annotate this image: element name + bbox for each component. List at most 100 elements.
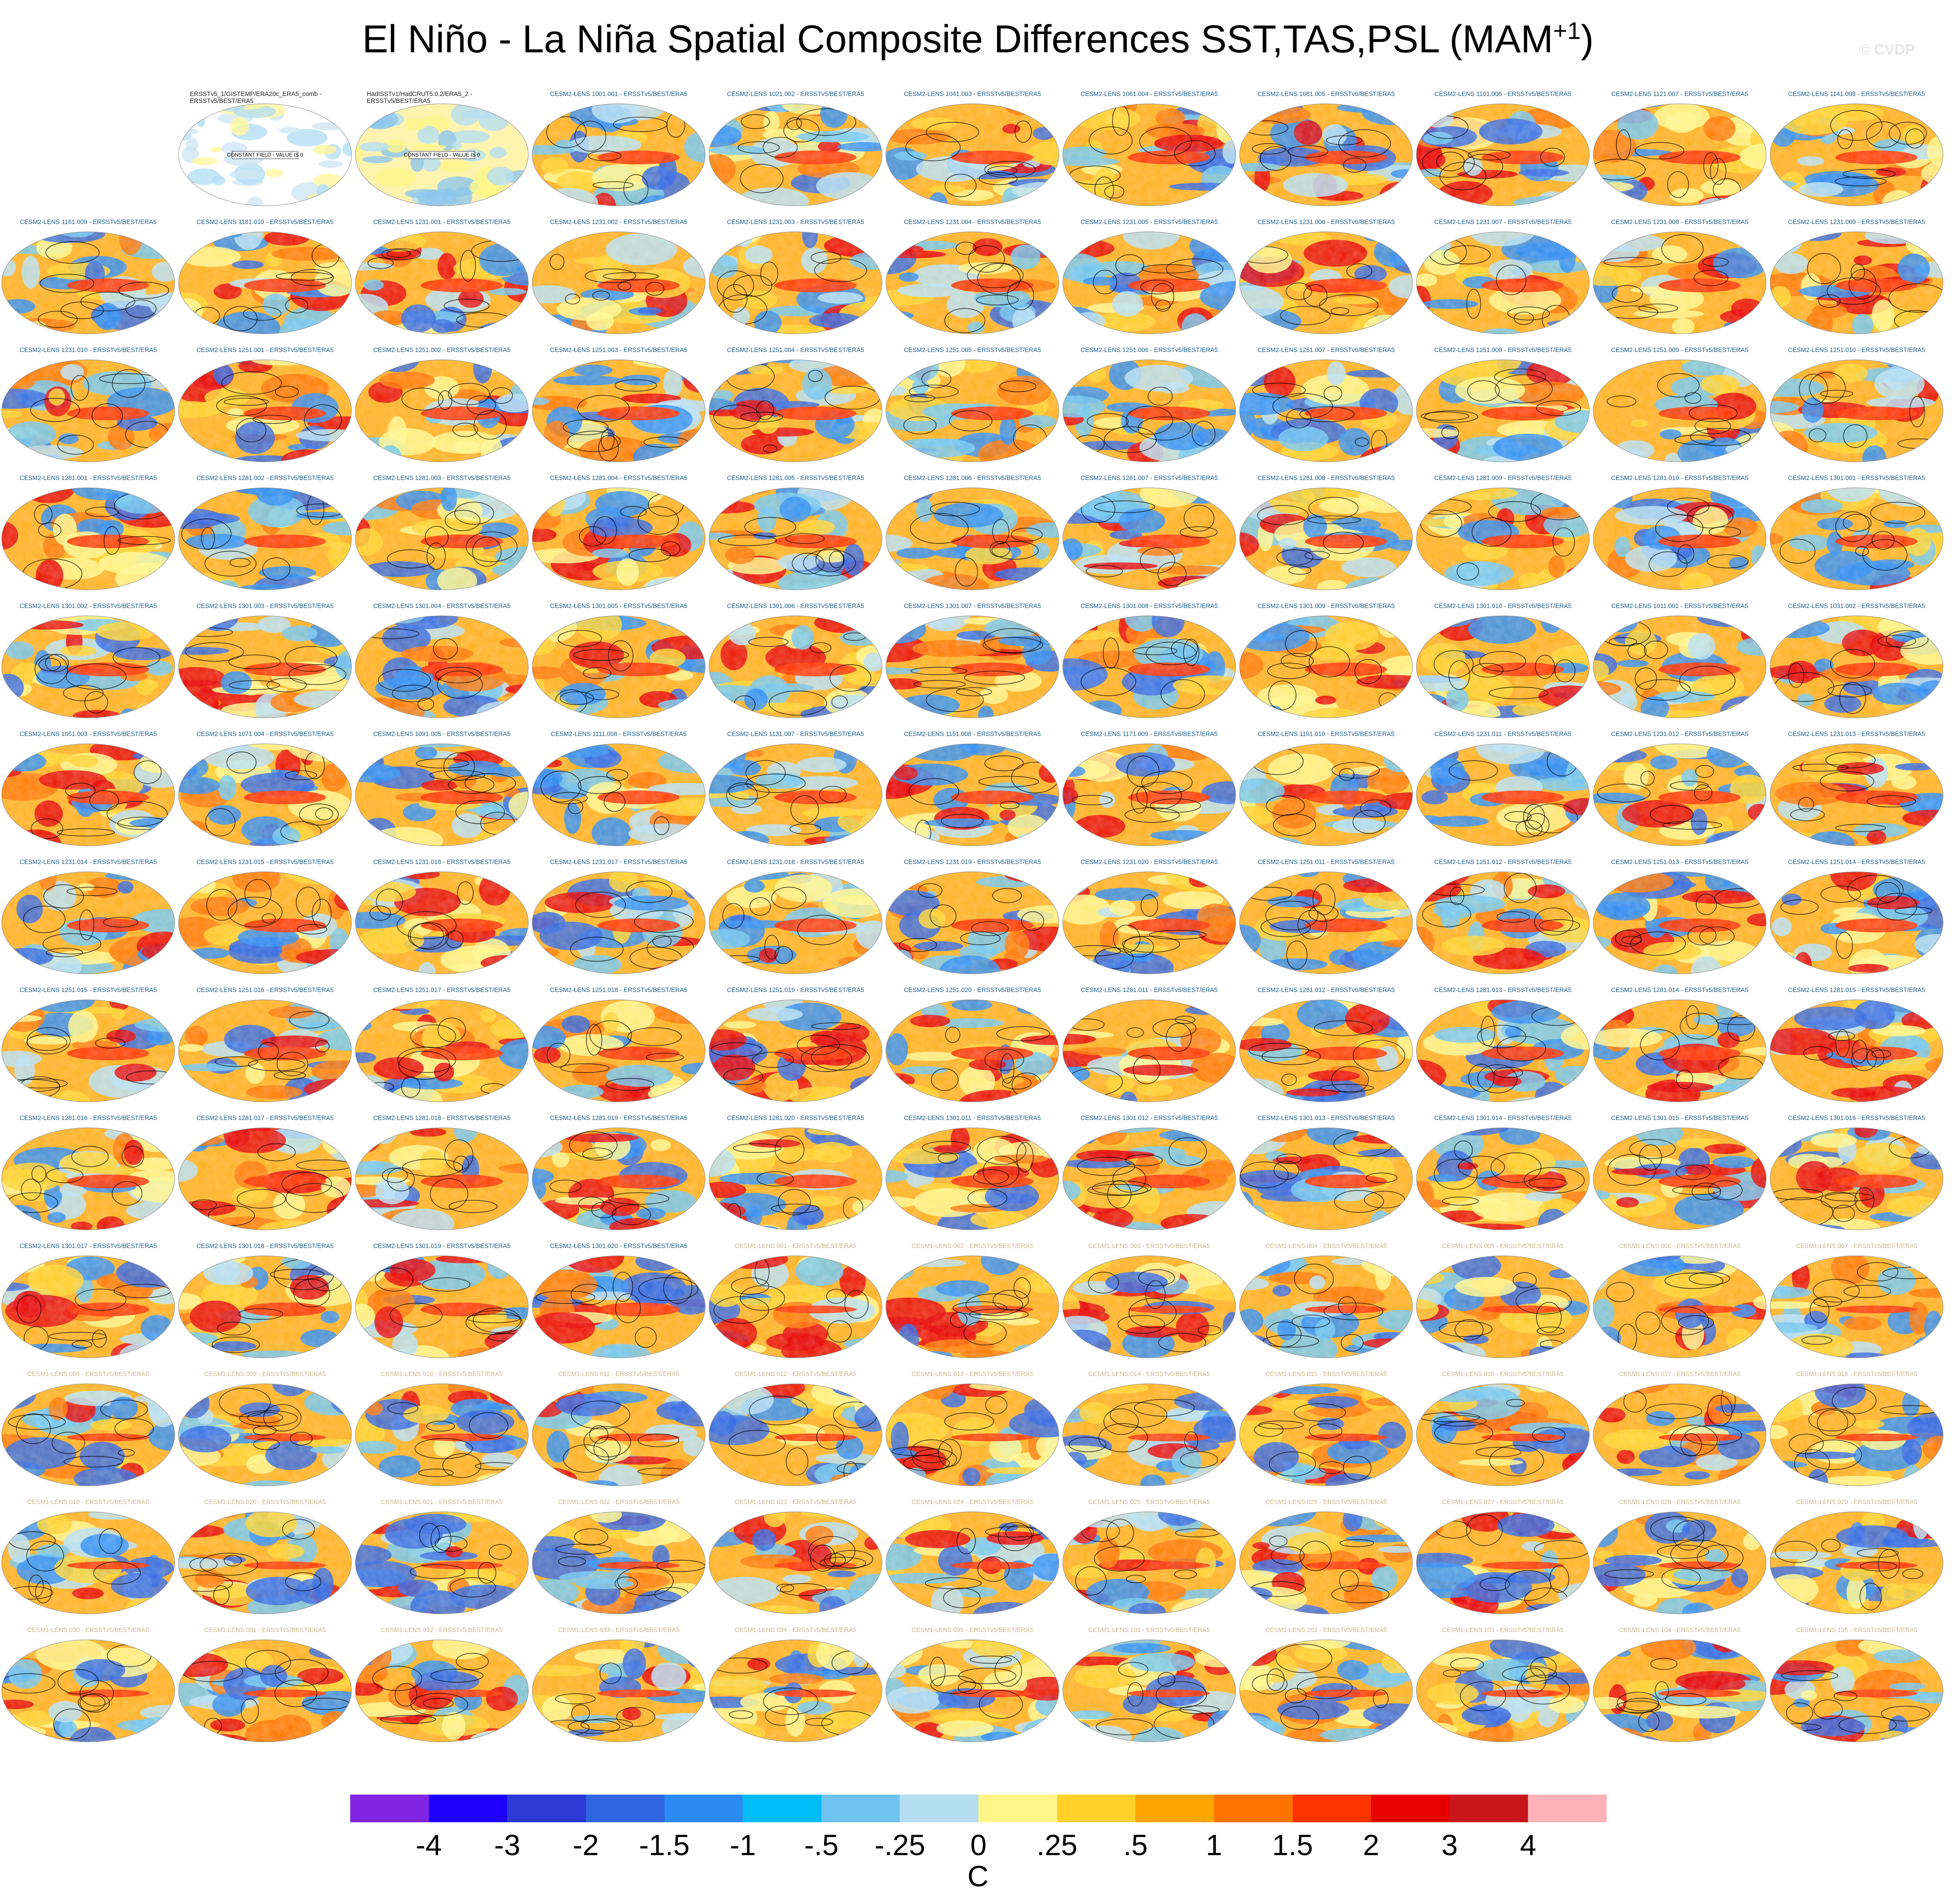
panel-title: CESM1-LENS 034 - ERSSTv5/BEST/ERA5 [735,1627,857,1634]
colorbar-box [821,1795,900,1822]
global-composite-map [885,999,1059,1102]
map-panel: CESM2-LENS 1251.020 - ERSSTv5/BEST/ERA5 [884,987,1061,1108]
global-composite-map [178,359,352,462]
global-composite-map [1,1127,175,1230]
panel-title: CESM2-LENS 1141.008 - ERSSTv5/BEST/ERA5 [1788,91,1925,98]
global-composite-map [178,231,352,334]
global-composite-map [532,1511,706,1614]
cvdp-watermark: © CVDP [1859,42,1915,58]
colorbar-tick-label: 1 [1205,1829,1222,1862]
map-panel: CESM1-LENS 103 - ERSSTv5/BEST/ERA5 [1415,1627,1591,1748]
map-panel: CESM2-LENS 1001.001 - ERSSTv5/BEST/ERA5 [531,91,707,212]
map-panel: CESM1-LENS 102 - ERSSTv5/BEST/ERA5 [1238,1627,1414,1748]
map-panel: CESM1-LENS 006 - ERSSTv5/BEST/ERA5 [1592,1243,1768,1364]
map-panel: CESM2-LENS 1301.013 - ERSSTv5/BEST/ERA5 [1238,1115,1414,1236]
map-panel: CESM1-LENS 032 - ERSSTv5/BEST/ERA5 [354,1627,530,1748]
map-panel: CESM1-LENS 105 - ERSSTv5/BEST/ERA5 [1768,1627,1945,1748]
panel-title: CESM2-LENS 1251.006 - ERSSTv5/BEST/ERA5 [1080,347,1218,354]
colorbar-box [1449,1795,1528,1822]
map-panel: CESM2-LENS 1301.006 - ERSSTv5/BEST/ERA5 [707,603,884,724]
panel-title: CESM2-LENS 1121.007 - ERSSTv5/BEST/ERA5 [1611,91,1748,98]
panel-title: CESM2-LENS 1231.019 - ERSSTv5/BEST/ERA5 [904,859,1041,866]
map-panel: CESM2-LENS 1231.008 - ERSSTv5/BEST/ERA5 [1592,219,1768,340]
global-composite-map [532,1383,706,1486]
global-composite-map [355,1255,529,1358]
global-composite-map [1062,871,1236,974]
map-panel: CESM2-LENS 1301.009 - ERSSTv5/BEST/ERA5 [1238,603,1414,724]
global-composite-map [1416,487,1590,590]
panel-title: CESM2-LENS 1071.004 - ERSSTv5/BEST/ERA5 [196,731,334,738]
global-composite-map [1416,1511,1590,1614]
panel-title: ERSSTv5_1/GISTEMP/ERA20c_ERA5_comb - ERS… [190,91,322,105]
colorbar [350,1795,1607,1822]
map-panel: CESM2-LENS 1301.003 - ERSSTv5/BEST/ERA5 [177,603,353,724]
global-composite-map [1,743,175,846]
map-panel: CESM2-LENS 1301.005 - ERSSTv5/BEST/ERA5 [531,603,707,724]
map-panel: CESM2-LENS 1251.008 - ERSSTv5/BEST/ERA5 [1415,347,1591,468]
global-composite-map [1593,1127,1767,1230]
map-panel: CESM2-LENS 1251.007 - ERSSTv5/BEST/ERA5 [1238,347,1414,468]
global-composite-map [1062,743,1236,846]
panel-title: CESM2-LENS 1151.008 - ERSSTv5/BEST/ERA5 [904,731,1041,738]
map-panel: CESM2-LENS 1301.018 - ERSSTv5/BEST/ERA5 [177,1243,353,1364]
map-panel: CESM1-LENS 026 - ERSSTv5/BEST/ERA5 [1238,1499,1414,1620]
global-composite-map [709,487,882,590]
map-panel: CESM2-LENS 1231.005 - ERSSTv5/BEST/ERA5 [1061,219,1237,340]
map-panel: CESM2-LENS 1231.002 - ERSSTv5/BEST/ERA5 [531,219,707,340]
map-panel: CESM2-LENS 1301.012 - ERSSTv5/BEST/ERA5 [1061,1115,1237,1236]
global-composite-map [355,1383,529,1486]
global-composite-map [1416,1639,1590,1742]
panel-title: CESM1-LENS 016 - ERSSTv5/BEST/ERA5 [1442,1371,1564,1378]
map-panel: CESM2-LENS 1151.008 - ERSSTv5/BEST/ERA5 [884,731,1061,852]
global-composite-map [885,231,1059,334]
map-panel: CESM2-LENS 1251.015 - ERSSTv5/BEST/ERA5 [0,987,176,1108]
panel-title: CESM2-LENS 1301.014 - ERSSTv5/BEST/ERA5 [1434,1115,1572,1122]
global-composite-map [709,359,882,462]
colorbar-box [585,1795,665,1822]
panel-grid: ERSSTv5_1/GISTEMP/ERA20c_ERA5_comb - ERS… [0,91,1945,1748]
global-composite-map [709,999,882,1102]
panel-title: CESM1-LENS 019 - ERSSTv5/BEST/ERA5 [27,1499,149,1506]
map-panel: CESM1-LENS 010 - ERSSTv5/BEST/ERA5 [354,1371,530,1492]
panel-title: CESM2-LENS 1281.001 - ERSSTv5/BEST/ERA5 [19,475,157,482]
global-composite-map [709,871,882,974]
map-panel: CESM2-LENS 1191.010 - ERSSTv5/BEST/ERA5 [1238,731,1414,852]
panel-title: CESM2-LENS 1231.014 - ERSSTv5/BEST/ERA5 [19,859,157,866]
panel-title: CESM1-LENS 014 - ERSSTv5/BEST/ERA5 [1088,1371,1210,1378]
global-composite-map [1770,1255,1943,1358]
panel-title: CESM2-LENS 1161.009 - ERSSTv5/BEST/ERA5 [19,219,157,226]
global-composite-map [1062,615,1236,718]
map-panel: CESM2-LENS 1131.007 - ERSSTv5/BEST/ERA5 [707,731,884,852]
map-panel: HadISSTv1/HadCRUT5.0.2/ERA5_2 - ERSSTv5/… [354,91,530,212]
colorbar-tick-label: -1.5 [639,1829,690,1862]
panel-title: CESM2-LENS 1231.001 - ERSSTv5/BEST/ERA5 [373,219,511,226]
global-composite-map [1062,999,1236,1102]
global-composite-map [1770,615,1943,718]
map-panel: CESM1-LENS 007 - ERSSTv5/BEST/ERA5 [1768,1243,1945,1364]
panel-title: CESM2-LENS 1301.003 - ERSSTv5/BEST/ERA5 [196,603,334,610]
global-composite-map [885,871,1059,974]
panel-title: CESM2-LENS 1301.019 - ERSSTv5/BEST/ERA5 [373,1243,511,1250]
map-panel: CESM2-LENS 1301.010 - ERSSTv5/BEST/ERA5 [1415,603,1591,724]
global-composite-map [1593,1383,1767,1486]
map-panel: CESM2-LENS 1041.003 - ERSSTv5/BEST/ERA5 [884,91,1061,212]
global-composite-map [885,1383,1059,1486]
panel-title: CESM2-LENS 1301.017 - ERSSTv5/BEST/ERA5 [19,1243,157,1250]
colorbar-tick-label: -.5 [804,1829,839,1862]
map-panel: CESM2-LENS 1281.010 - ERSSTv5/BEST/ERA5 [1592,475,1768,596]
map-panel: CESM1-LENS 011 - ERSSTv5/BEST/ERA5 [531,1371,707,1492]
panel-title: CESM1-LENS 102 - ERSSTv5/BEST/ERA5 [1265,1627,1387,1634]
panel-title: CESM2-LENS 1301.009 - ERSSTv5/BEST/ERA5 [1257,603,1395,610]
colorbar-tick-label: 2 [1363,1829,1380,1862]
panel-title: CESM2-LENS 1091.005 - ERSSTv5/BEST/ERA5 [373,731,511,738]
panel-title: CESM1-LENS 030 - ERSSTv5/BEST/ERA5 [27,1627,149,1634]
colorbar-box [743,1795,821,1822]
global-composite-map [1770,231,1943,334]
panel-title: CESM2-LENS 1251.018 - ERSSTv5/BEST/ERA5 [550,987,687,994]
panel-title: CESM1-LENS 032 - ERSSTv5/BEST/ERA5 [381,1627,503,1634]
map-panel: CESM2-LENS 1091.005 - ERSSTv5/BEST/ERA5 [354,731,530,852]
colorbar-tick-label: .5 [1123,1829,1148,1862]
global-composite-map [532,1255,706,1358]
map-panel: CESM2-LENS 1281.005 - ERSSTv5/BEST/ERA5 [707,475,884,596]
global-composite-map [532,999,706,1102]
